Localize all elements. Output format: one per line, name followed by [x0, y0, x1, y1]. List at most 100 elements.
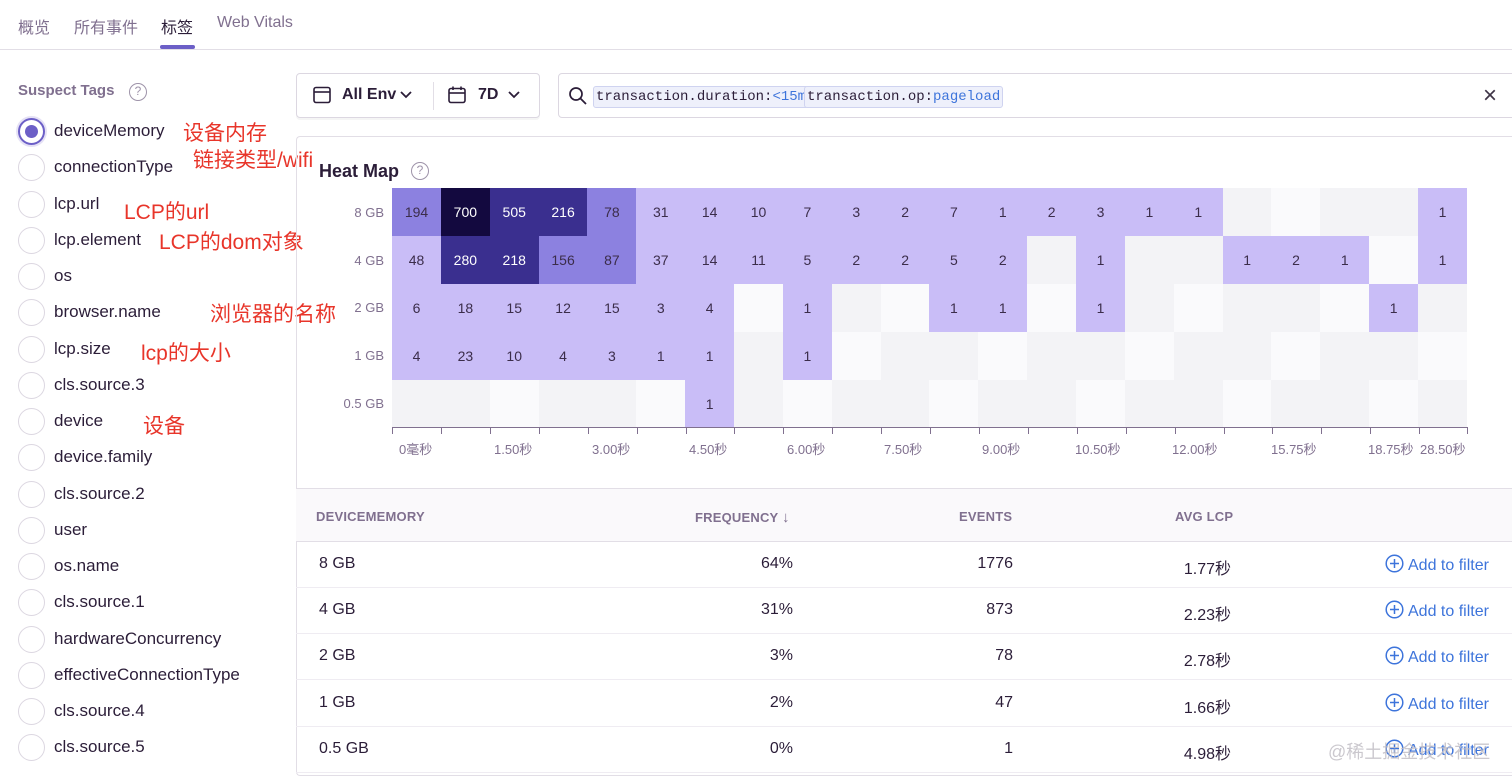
heatmap-cell[interactable]	[1124, 284, 1174, 332]
heatmap-cell[interactable]	[880, 284, 930, 332]
heatmap-cell[interactable]: 7	[929, 188, 979, 236]
heatmap-cell[interactable]	[1027, 236, 1077, 284]
heatmap-cell[interactable]	[929, 332, 979, 380]
radio[interactable]	[18, 191, 45, 218]
heatmap-cell[interactable]: 37	[636, 236, 686, 284]
heatmap-cell[interactable]: 1	[1076, 284, 1126, 332]
heatmap-cell[interactable]	[978, 332, 1028, 380]
heatmap-cell[interactable]	[1271, 188, 1321, 236]
heatmap-cell[interactable]	[1222, 284, 1272, 332]
heatmap-cell[interactable]: 87	[587, 236, 637, 284]
radio[interactable]	[18, 263, 45, 290]
heatmap-cell[interactable]	[929, 380, 979, 428]
help-icon[interactable]: ?	[411, 162, 429, 180]
heatmap-cell[interactable]	[1271, 332, 1321, 380]
heatmap-cell[interactable]	[1173, 332, 1223, 380]
heatmap-cell[interactable]: 2	[880, 236, 930, 284]
heatmap-cell[interactable]: 505	[489, 188, 539, 236]
search-token[interactable]: transaction.op:pageload	[804, 86, 1004, 108]
heatmap-cell[interactable]: 1	[685, 332, 735, 380]
radio[interactable]	[18, 698, 45, 725]
search-bar[interactable]: transaction.duration:<15m transaction.op…	[558, 73, 1512, 118]
heatmap-cell[interactable]: 10	[489, 332, 539, 380]
heatmap-cell[interactable]: 1	[1418, 188, 1468, 236]
heatmap-cell[interactable]: 7	[782, 188, 832, 236]
heatmap-cell[interactable]: 1	[782, 332, 832, 380]
heatmap-cell[interactable]	[734, 284, 784, 332]
heatmap-cell[interactable]	[1369, 236, 1419, 284]
heatmap-cell[interactable]: 2	[978, 236, 1028, 284]
heatmap-cell[interactable]	[392, 380, 441, 428]
heatmap-cell[interactable]: 1	[636, 332, 686, 380]
heatmap-cell[interactable]: 1	[1076, 236, 1126, 284]
heatmap-cell[interactable]: 2	[1271, 236, 1321, 284]
heatmap-cell[interactable]	[1369, 188, 1419, 236]
radio[interactable]	[18, 299, 45, 326]
heatmap-cell[interactable]: 1	[1369, 284, 1419, 332]
radio[interactable]	[18, 734, 45, 761]
heatmap-cell[interactable]: 4	[538, 332, 588, 380]
heatmap-cell[interactable]	[880, 332, 930, 380]
heatmap-cell[interactable]	[1124, 332, 1174, 380]
environment-selector[interactable]: All Env	[342, 86, 397, 103]
search-token[interactable]: transaction.duration:<15m	[593, 86, 810, 108]
heatmap-cell[interactable]: 1	[782, 284, 832, 332]
heatmap-cell[interactable]	[1076, 332, 1126, 380]
heatmap-cell[interactable]: 218	[489, 236, 539, 284]
heatmap-cell[interactable]: 3	[587, 332, 637, 380]
heatmap-cell[interactable]: 2	[880, 188, 930, 236]
heatmap-cell[interactable]	[1222, 332, 1272, 380]
radio[interactable]	[18, 517, 45, 544]
heatmap-cell[interactable]: 31	[636, 188, 686, 236]
heatmap-cell[interactable]	[1027, 284, 1077, 332]
heatmap-cell[interactable]	[880, 380, 930, 428]
help-icon[interactable]: ?	[129, 83, 147, 101]
heatmap-cell[interactable]: 15	[489, 284, 539, 332]
tab-web-vitals[interactable]: Web Vitals	[217, 14, 293, 31]
heatmap-cell[interactable]	[1418, 284, 1468, 332]
heatmap-cell[interactable]: 14	[685, 188, 735, 236]
heatmap-cell[interactable]: 23	[440, 332, 490, 380]
heatmap-cell[interactable]: 1	[978, 284, 1028, 332]
heatmap-cell[interactable]	[831, 380, 881, 428]
heatmap-cell[interactable]	[440, 380, 490, 428]
heatmap-cell[interactable]	[587, 380, 637, 428]
heatmap-cell[interactable]: 5	[929, 236, 979, 284]
heatmap-cell[interactable]	[538, 380, 588, 428]
heatmap-cell[interactable]	[489, 380, 539, 428]
heatmap-cell[interactable]	[1369, 380, 1419, 428]
radio[interactable]	[18, 336, 45, 363]
tab-all-events[interactable]: 所有事件	[74, 20, 139, 37]
heatmap-cell[interactable]	[1027, 332, 1077, 380]
add-to-filter-button[interactable]: Add to filter	[1385, 739, 1489, 760]
radio[interactable]	[18, 481, 45, 508]
heatmap-cell[interactable]: 2	[831, 236, 881, 284]
heatmap-cell[interactable]	[1369, 332, 1419, 380]
heatmap-cell[interactable]	[1027, 380, 1077, 428]
heatmap-cell[interactable]	[1173, 380, 1223, 428]
radio[interactable]	[18, 662, 45, 689]
heatmap-cell[interactable]: 12	[538, 284, 588, 332]
heatmap-cell[interactable]: 216	[538, 188, 588, 236]
add-to-filter-button[interactable]: Add to filter	[1385, 693, 1489, 714]
heatmap-cell[interactable]: 14	[685, 236, 735, 284]
radio[interactable]	[18, 553, 45, 580]
heatmap-cell[interactable]: 4	[392, 332, 441, 380]
heatmap-cell[interactable]	[1124, 380, 1174, 428]
heatmap-cell[interactable]	[1271, 380, 1321, 428]
add-to-filter-button[interactable]: Add to filter	[1385, 646, 1489, 667]
tab-overview[interactable]: 概览	[18, 20, 51, 37]
heatmap-cell[interactable]: 1	[1124, 188, 1174, 236]
heatmap-cell[interactable]: 3	[636, 284, 686, 332]
heatmap-cell[interactable]	[1124, 236, 1174, 284]
heatmap-cell[interactable]: 4	[685, 284, 735, 332]
heatmap-cell[interactable]	[782, 380, 832, 428]
heatmap-cell[interactable]	[1271, 284, 1321, 332]
add-to-filter-button[interactable]: Add to filter	[1385, 554, 1489, 575]
heatmap-cell[interactable]	[636, 380, 686, 428]
heatmap-cell[interactable]: 78	[587, 188, 637, 236]
radio[interactable]	[18, 589, 45, 616]
heatmap-cell[interactable]: 1	[929, 284, 979, 332]
heatmap-cell[interactable]	[1320, 332, 1370, 380]
radio-selected[interactable]	[18, 118, 45, 145]
